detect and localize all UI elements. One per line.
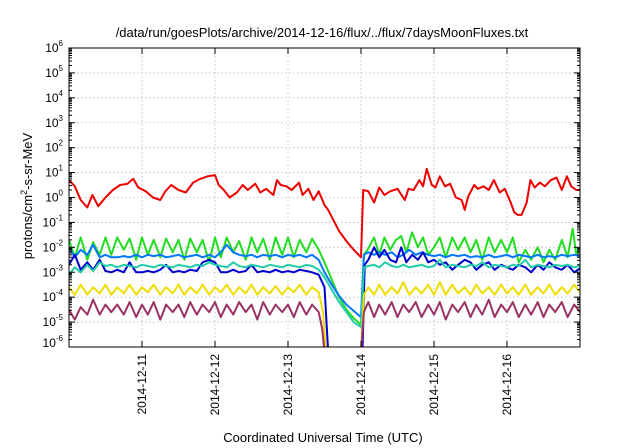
y-axis-ticks: 10-610-510-410-310-210-11001011021031041…	[43, 39, 580, 350]
x-tick-label: 2014-12-15	[427, 354, 441, 416]
x-axis-ticks: 2014-12-11 2014-12-12 2014-12-13 2014-12-14…	[135, 48, 514, 415]
y-axis-label-sup: 2	[19, 190, 29, 195]
y-tick-exponent: -5	[56, 313, 64, 322]
chart-title: /data/run/goesPlots/archive/2014-12-16/f…	[116, 25, 529, 40]
y-tick-exponent: 4	[59, 89, 64, 98]
y-tick-base: 10	[43, 315, 57, 329]
y-tick-exponent: 2	[59, 139, 64, 148]
y-tick-label: 10-3	[43, 263, 64, 279]
y-tick-base: 10	[43, 265, 57, 279]
x-tick-label: 2014-12-12	[208, 354, 222, 416]
y-tick-base: 10	[43, 290, 57, 304]
y-tick-label: 10-5	[43, 313, 64, 329]
x-tick-label: 2014-12-11	[135, 354, 149, 415]
y-tick-exponent: -1	[56, 213, 64, 222]
y-tick-label: 101	[45, 164, 63, 180]
y-tick-label: 10-1	[43, 213, 64, 229]
x-tick-label: 2014-12-13	[281, 354, 295, 416]
y-tick-base: 10	[45, 116, 59, 130]
x-tick-label: 2014-12-14	[354, 354, 368, 416]
y-tick-label: 100	[45, 189, 63, 205]
y-tick-exponent: 6	[59, 39, 64, 48]
y-tick-base: 10	[43, 336, 57, 350]
series-line-5	[69, 258, 580, 329]
series-line-7	[69, 298, 580, 347]
series-line-4	[69, 246, 580, 347]
y-tick-base: 10	[45, 66, 59, 80]
y-tick-base: 10	[45, 41, 59, 55]
y-tick-label: 105	[45, 64, 63, 80]
y-tick-label: 104	[45, 89, 63, 105]
y-tick-base: 10	[45, 166, 59, 180]
y-tick-label: 103	[45, 114, 63, 130]
y-tick-label: 10-2	[43, 238, 64, 254]
y-tick-label: 10-4	[43, 288, 64, 304]
y-tick-label: 102	[45, 139, 63, 155]
y-tick-base: 10	[43, 240, 57, 254]
x-tick-label: 2014-12-16	[500, 354, 514, 416]
y-tick-base: 10	[45, 191, 59, 205]
y-tick-exponent: -3	[56, 263, 64, 272]
y-tick-label: 10-6	[43, 334, 64, 350]
y-axis-label: protons/cm2-s-sr-MeV	[19, 132, 35, 259]
series-layer	[69, 167, 580, 347]
series-line-6	[69, 281, 580, 347]
series-line-3	[69, 243, 580, 319]
y-tick-exponent: 0	[59, 189, 64, 198]
y-tick-exponent: 5	[59, 64, 64, 73]
y-tick-exponent: 3	[59, 114, 64, 123]
y-tick-base: 10	[43, 215, 57, 229]
series-line-1	[69, 167, 580, 259]
y-tick-exponent: 1	[59, 164, 64, 173]
y-tick-label: 106	[45, 39, 63, 55]
y-tick-base: 10	[45, 91, 59, 105]
y-tick-exponent: -2	[56, 238, 64, 247]
y-tick-exponent: -4	[56, 288, 64, 297]
series-line-2	[69, 227, 580, 326]
x-axis-label: Coordinated Universal Time (UTC)	[223, 430, 422, 445]
y-axis-label-post: -s-sr-MeV	[20, 132, 35, 189]
y-tick-base: 10	[45, 141, 59, 155]
y-axis-label-pre: protons/cm	[20, 195, 35, 259]
y-tick-exponent: -6	[56, 334, 64, 343]
